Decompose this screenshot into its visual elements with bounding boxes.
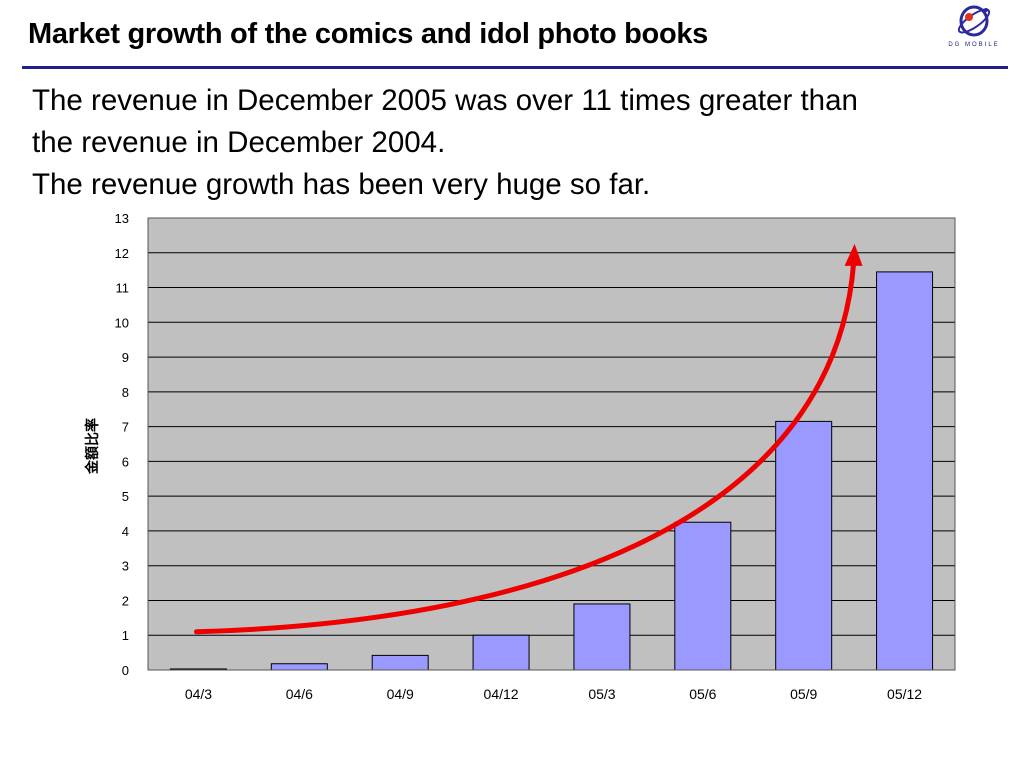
y-tick-label: 12 xyxy=(115,246,129,261)
y-tick-label: 8 xyxy=(122,385,129,400)
y-axis-label: 金額比率 xyxy=(84,418,100,475)
bar xyxy=(775,420,833,671)
x-tick-label: 05/9 xyxy=(790,686,817,702)
y-tick-label: 9 xyxy=(122,350,129,365)
y-tick-label: 4 xyxy=(122,524,129,539)
y-tick-label: 3 xyxy=(122,559,129,574)
bar xyxy=(270,663,328,671)
bar xyxy=(371,654,429,671)
bar xyxy=(472,634,530,671)
y-tick-label: 5 xyxy=(122,489,129,504)
growth-arrow xyxy=(193,261,857,635)
x-tick-label: 04/9 xyxy=(387,686,414,702)
y-tick-label: 13 xyxy=(115,211,129,226)
y-tick-label: 11 xyxy=(116,281,130,296)
y-tick-label: 0 xyxy=(122,663,129,678)
bar xyxy=(876,271,934,671)
x-tick-label: 04/12 xyxy=(484,686,519,702)
x-tick-label: 05/3 xyxy=(588,686,615,702)
x-tick-label: 05/12 xyxy=(887,686,922,702)
y-tick-label: 2 xyxy=(122,593,129,608)
x-tick-label: 04/3 xyxy=(185,686,212,702)
y-tick-label: 10 xyxy=(115,315,129,330)
bar xyxy=(674,521,732,671)
title-divider xyxy=(22,66,1008,69)
dg-mobile-logo: DG MOBILE xyxy=(948,5,999,48)
y-tick-label: 7 xyxy=(122,420,129,435)
slide-body: The revenue in December 2005 was over 11… xyxy=(32,80,1012,206)
body-line: The revenue growth has been very huge so… xyxy=(32,168,651,201)
logo-text: DG MOBILE xyxy=(948,42,999,48)
body-line: The revenue in December 2005 was over 11… xyxy=(32,84,858,117)
y-tick-label: 1 xyxy=(122,628,129,643)
growth-arrow-head xyxy=(844,243,863,266)
x-tick-label: 05/6 xyxy=(689,686,716,702)
plot-area xyxy=(148,218,955,670)
bar xyxy=(573,603,631,671)
slide-title: Market growth of the comics and idol pho… xyxy=(28,18,709,50)
plot-frame xyxy=(147,217,956,671)
y-tick-label: 6 xyxy=(122,454,129,469)
x-tick-label: 04/6 xyxy=(286,686,313,702)
body-line: the revenue in December 2004. xyxy=(32,126,446,159)
